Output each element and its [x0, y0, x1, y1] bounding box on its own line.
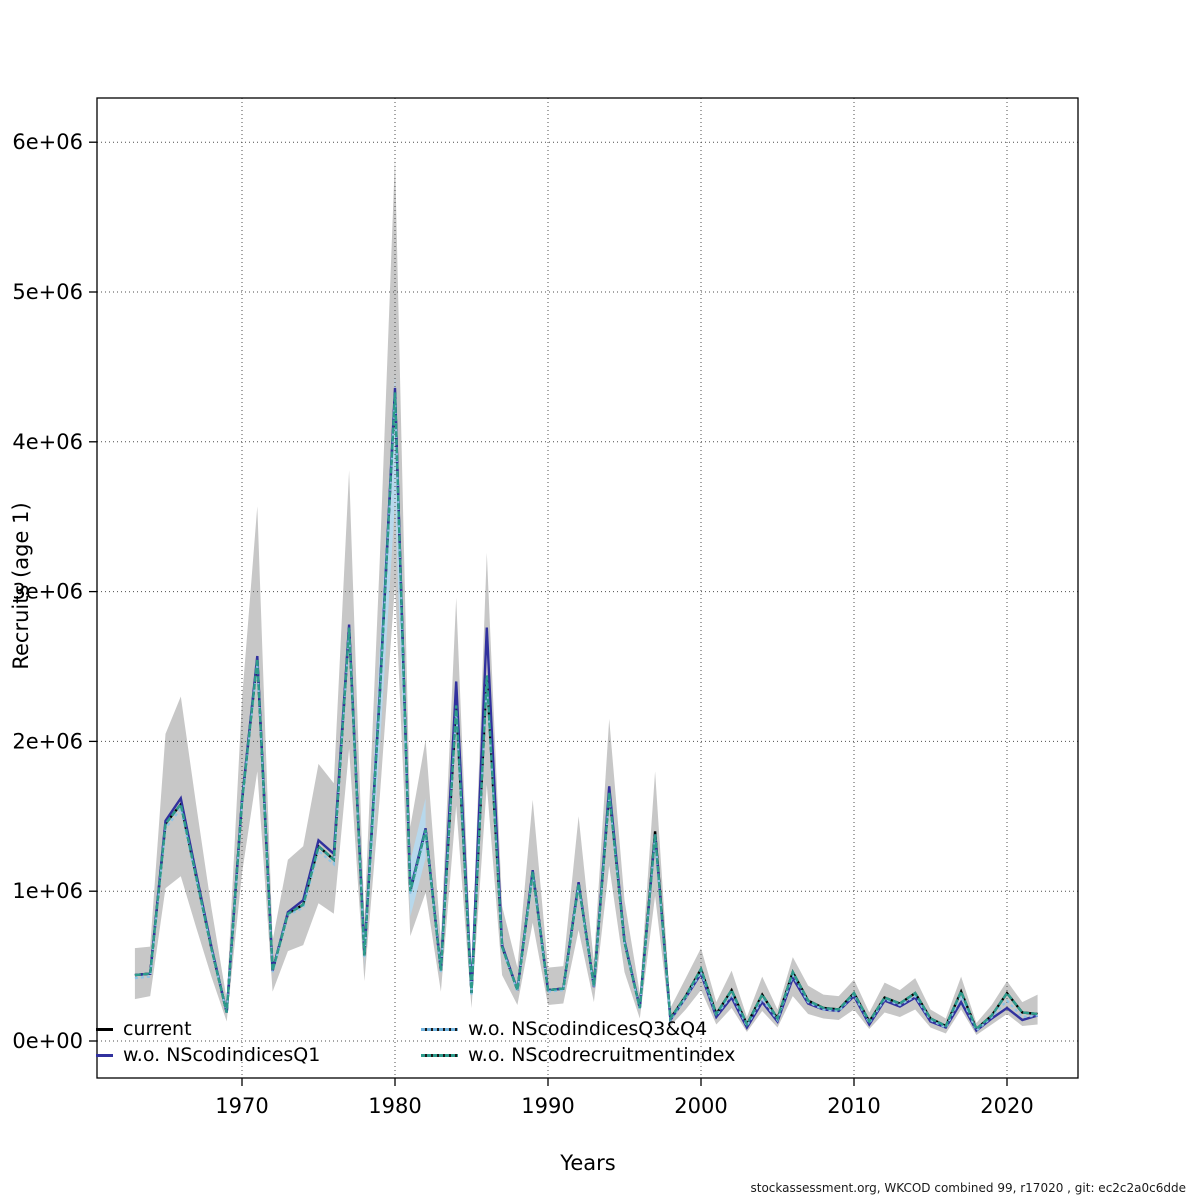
y-tick-label-6e+06: 6e+06: [12, 130, 83, 154]
x-tick-label-2000: 2000: [674, 1094, 727, 1118]
y-tick-label-0e+00: 0e+00: [12, 1029, 83, 1053]
y-tick-label-1e+06: 1e+06: [12, 879, 83, 903]
confidence-band-current: [134, 157, 1038, 1035]
legend-sample-wo-nscodindicesq1-line: [96, 1053, 113, 1057]
legend-sample-wo-nscodrecruitmentindex-line: [421, 1053, 458, 1057]
x-axis-title: Years: [560, 1151, 616, 1175]
x-tick-label-2020: 2020: [980, 1094, 1033, 1118]
x-tick-label-1980: 1980: [368, 1094, 421, 1118]
legend-item-current: current: [96, 1018, 192, 1040]
x-tick-label-1970: 1970: [215, 1094, 268, 1118]
legend-sample-wo-nscodindicesq3q4-line: [421, 1027, 458, 1031]
legend-sample-current-line: [96, 1027, 113, 1031]
line-wo-nscodrecruitmentindex: [134, 392, 1038, 1032]
x-tick-label-1990: 1990: [521, 1094, 574, 1118]
footer-provenance-text: stockassessment.org, WKCOD combined 99, …: [750, 1181, 1187, 1195]
legend-item-wo-nscodrecruitmentindex: w.o. NScodrecruitmentindex: [421, 1044, 735, 1066]
x-tick-label-2010: 2010: [827, 1094, 880, 1118]
legend-label-wo-nscodrecruitmentindex: w.o. NScodrecruitmentindex: [468, 1044, 736, 1066]
legend-item-wo-nscodindicesq1: w.o. NScodindicesQ1: [96, 1044, 320, 1066]
y-tick-label-5e+06: 5e+06: [12, 280, 83, 304]
y-tick-label-3e+06: 3e+06: [12, 580, 83, 604]
legend-label-current: current: [123, 1018, 192, 1040]
confidence-band-wo-nscodindicesq3q4: [364, 374, 426, 967]
y-tick-label-2e+06: 2e+06: [12, 729, 83, 753]
legend-item-wo-nscodindicesq3q4: w.o. NScodindicesQ3&Q4: [421, 1018, 707, 1040]
y-axis-title: Recruits (age 1): [9, 502, 33, 670]
legend-label-wo-nscodindicesq1: w.o. NScodindicesQ1: [123, 1044, 321, 1066]
legend-label-wo-nscodindicesq3q4: w.o. NScodindicesQ3&Q4: [468, 1018, 708, 1040]
y-tick-label-4e+06: 4e+06: [12, 430, 83, 454]
plot-border: [96, 97, 1079, 1079]
